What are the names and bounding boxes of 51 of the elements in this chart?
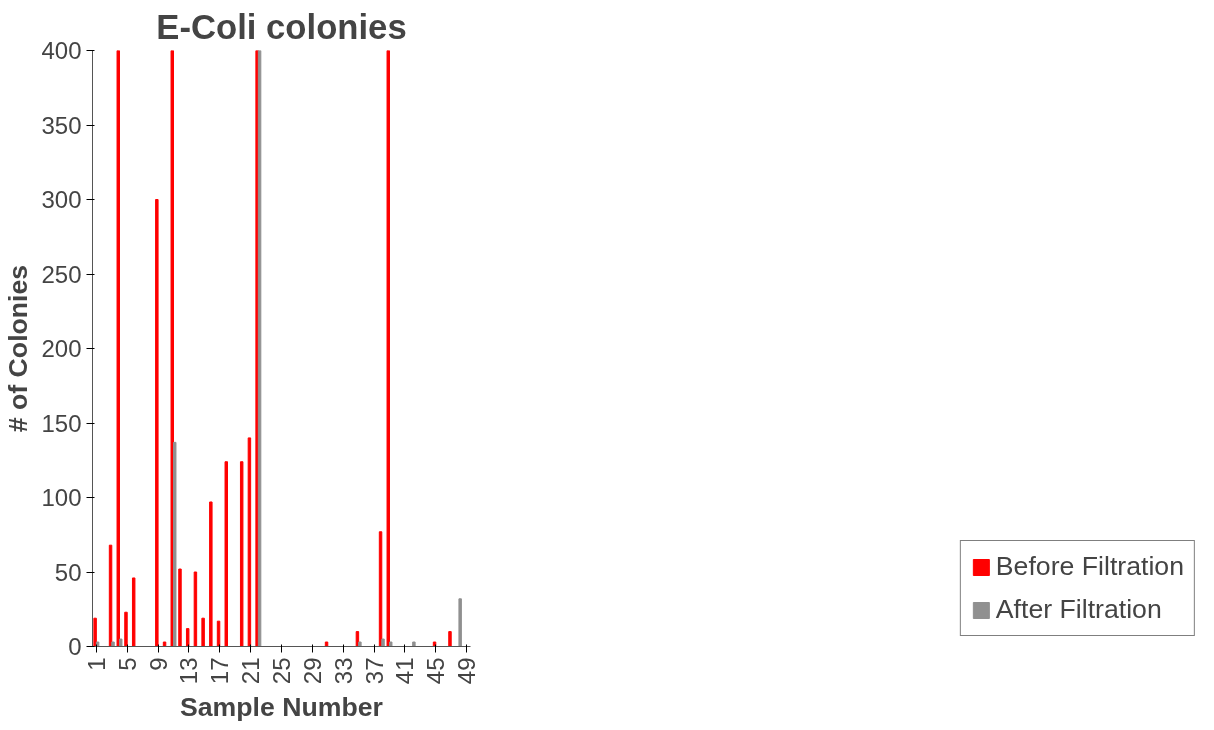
bar	[111, 641, 115, 647]
x-tick-label: 21	[237, 657, 265, 685]
bar	[116, 50, 120, 647]
x-tick-label: 33	[329, 657, 357, 685]
bar	[448, 631, 452, 647]
x-tick-label: 9	[144, 657, 172, 671]
x-tick-label: 25	[268, 657, 295, 685]
x-tick-label: 37	[360, 657, 388, 685]
y-tick-label: 150	[41, 409, 82, 437]
x-axis-title: Sample Number	[180, 692, 383, 723]
bar	[389, 641, 393, 647]
bar	[412, 641, 416, 647]
bar	[386, 50, 390, 647]
y-tick-label: 100	[41, 484, 82, 511]
bar	[178, 568, 182, 647]
y-axis-title: # of Colonies	[3, 264, 34, 433]
y-tick-label: 300	[41, 186, 82, 213]
chart-title: E-Coli colonies	[156, 7, 407, 46]
bar	[119, 638, 123, 647]
x-tick-label: 13	[175, 657, 203, 685]
bar	[93, 617, 97, 647]
x-tick-label: 5	[113, 657, 141, 671]
legend-label: Before Filtration	[995, 551, 1184, 582]
x-tick-label: 41	[391, 657, 419, 685]
bar	[458, 598, 462, 647]
y-tick-label: 50	[54, 558, 82, 586]
x-tick-label: 49	[453, 657, 481, 685]
bar	[381, 638, 385, 647]
y-tick-label: 400	[41, 37, 82, 64]
x-tick-label: 45	[422, 657, 450, 685]
y-tick-label: 200	[41, 335, 82, 362]
bar	[185, 628, 190, 647]
bar	[358, 641, 362, 647]
bar	[155, 199, 159, 647]
x-tick-label: 17	[206, 657, 234, 685]
bar	[201, 617, 205, 647]
bar	[239, 461, 244, 647]
bar	[224, 461, 228, 647]
x-tick-label: 1	[82, 657, 110, 671]
legend-label: After Filtration	[995, 594, 1162, 625]
x-tick-label: 29	[298, 657, 326, 685]
bar	[131, 577, 136, 647]
y-tick-label: 250	[41, 260, 82, 288]
y-tick-label: 350	[41, 111, 82, 139]
y-tick-label: 0	[68, 633, 82, 660]
bar	[124, 611, 128, 647]
bar	[170, 50, 174, 647]
bar	[173, 441, 177, 647]
bar	[324, 641, 329, 647]
bar	[209, 501, 213, 647]
bar	[162, 641, 167, 647]
